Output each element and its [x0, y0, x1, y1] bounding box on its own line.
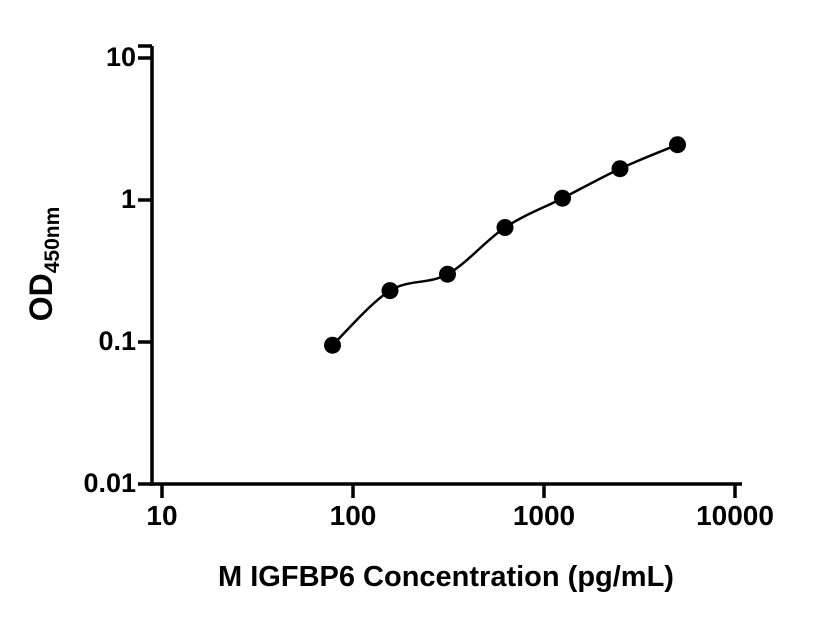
- y-axis-title-main: OD: [23, 273, 59, 322]
- y-tick-label: 1: [120, 184, 136, 214]
- y-tick-label: 0.01: [83, 468, 136, 498]
- x-tick-label: 10000: [696, 500, 774, 531]
- x-tick-label: 100: [329, 500, 377, 531]
- y-tick-label: 0.1: [98, 326, 136, 356]
- x-tick-label: 1000: [512, 500, 576, 531]
- data-point-marker: [554, 189, 571, 207]
- data-point-marker: [611, 160, 629, 178]
- data-point-marker: [381, 282, 399, 300]
- data-point-marker: [669, 136, 686, 154]
- data-point-marker: [324, 336, 341, 354]
- y-tick-label: 10: [105, 42, 136, 72]
- y-axis-title: OD450nm: [23, 206, 64, 322]
- data-point-marker: [439, 265, 456, 283]
- data-point-marker: [496, 219, 514, 236]
- y-axis-title-sub: 450nm: [41, 206, 64, 274]
- x-tick-label: 10: [146, 500, 178, 531]
- x-axis-title: M IGFBP6 Concentration (pg/mL): [218, 561, 674, 593]
